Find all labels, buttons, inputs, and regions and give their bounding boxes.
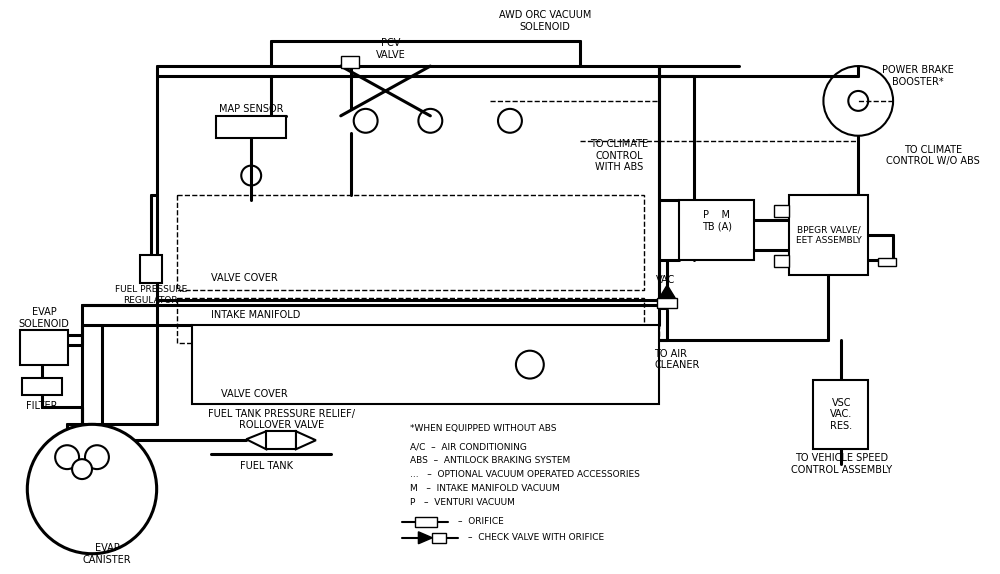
Bar [192, 325, 659, 405]
Bar [774, 255, 789, 267]
Text: PCV
VALVE: PCV VALVE [376, 38, 405, 60]
Bar [177, 298, 644, 343]
Text: VAC: VAC [656, 275, 675, 285]
Text: AWD ORC VACUUM
SOLENOID: AWD ORC VACUUM SOLENOID [499, 10, 591, 32]
Text: TO CLIMATE
CONTROL
WITH ABS: TO CLIMATE CONTROL WITH ABS [590, 139, 648, 172]
Bar [657, 298, 677, 308]
Text: FUEL TANK: FUEL TANK [240, 461, 293, 471]
Text: BPEGR VALVE/
EET ASSEMBLY: BPEGR VALVE/ EET ASSEMBLY [796, 226, 861, 245]
Text: EVAP
SOLENOID: EVAP SOLENOID [19, 307, 70, 329]
Text: P   –  VENTURI VACUUM: P – VENTURI VACUUM [410, 498, 515, 507]
Text: –  ORIFICE: – ORIFICE [458, 517, 504, 526]
Bar [177, 195, 644, 290]
Bar [878, 258, 896, 266]
Bar [341, 56, 359, 68]
Text: TO AIR
CLEANER: TO AIR CLEANER [654, 349, 700, 370]
Bar [415, 517, 437, 527]
Text: A/C  –  AIR CONDITIONING: A/C – AIR CONDITIONING [410, 442, 527, 451]
Text: M   –  INTAKE MANIFOLD VACUUM: M – INTAKE MANIFOLD VACUUM [410, 484, 560, 493]
Bar [20, 330, 68, 364]
Text: –  CHECK VALVE WITH ORIFICE: – CHECK VALVE WITH ORIFICE [468, 533, 604, 542]
Text: TO CLIMATE
CONTROL W/O ABS: TO CLIMATE CONTROL W/O ABS [886, 145, 980, 166]
Bar [266, 431, 296, 449]
Polygon shape [659, 285, 675, 298]
Text: FUEL TANK PRESSURE RELIEF/
ROLLOVER VALVE: FUEL TANK PRESSURE RELIEF/ ROLLOVER VALV… [208, 409, 355, 430]
Text: FUEL PRESSURE
REGULATOR: FUEL PRESSURE REGULATOR [115, 285, 187, 305]
Bar [813, 379, 868, 449]
Polygon shape [418, 532, 432, 544]
Circle shape [27, 424, 157, 554]
Text: P    M
TB (A): P M TB (A) [702, 210, 732, 231]
Text: POWER BRAKE
BOOSTER*: POWER BRAKE BOOSTER* [882, 65, 954, 87]
Bar [789, 195, 868, 275]
Bar [140, 255, 162, 283]
Text: FILTER: FILTER [26, 401, 58, 412]
Bar [679, 200, 754, 260]
Text: EVAP
CANISTER: EVAP CANISTER [83, 543, 131, 564]
Text: MAP SENSOR: MAP SENSOR [219, 104, 283, 114]
Polygon shape [246, 431, 266, 449]
Text: VSC
VAC.
RES.: VSC VAC. RES. [830, 398, 852, 431]
Text: ABS  –  ANTILOCK BRAKING SYSTEM: ABS – ANTILOCK BRAKING SYSTEM [410, 456, 571, 465]
Text: VALVE COVER: VALVE COVER [221, 390, 288, 400]
Circle shape [72, 459, 92, 479]
Text: *WHEN EQUIPPED WITHOUT ABS: *WHEN EQUIPPED WITHOUT ABS [410, 424, 557, 433]
Bar [432, 533, 446, 543]
Text: TO VEHICLE SPEED
CONTROL ASSEMBLY: TO VEHICLE SPEED CONTROL ASSEMBLY [791, 453, 892, 475]
Bar [216, 116, 286, 138]
Bar [22, 378, 62, 395]
Polygon shape [296, 431, 316, 449]
Text: VALVE COVER: VALVE COVER [211, 273, 278, 283]
Bar [774, 205, 789, 218]
Text: ...   –  OPTIONAL VACUUM OPERATED ACCESSORIES: ... – OPTIONAL VACUUM OPERATED ACCESSORI… [410, 470, 640, 479]
Text: INTAKE MANIFOLD: INTAKE MANIFOLD [211, 310, 301, 320]
